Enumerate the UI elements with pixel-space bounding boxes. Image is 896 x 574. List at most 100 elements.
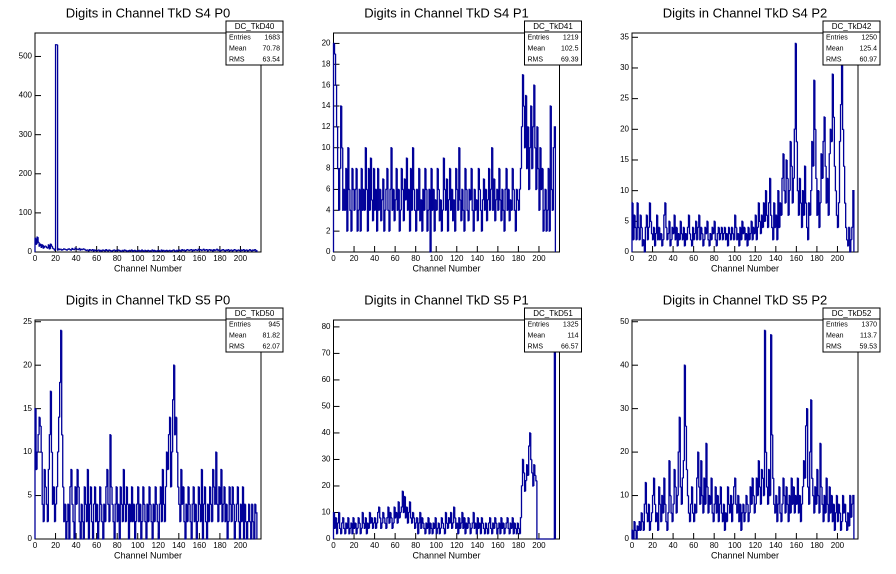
histogram-bin [391, 517, 394, 530]
histogram-bin [752, 478, 755, 497]
histogram-bin [434, 517, 437, 529]
histogram-bin [430, 167, 433, 252]
histogram-bin [511, 517, 514, 529]
x-tick-label: 200 [234, 254, 248, 263]
histogram-bin [356, 527, 359, 534]
histogram-bin [701, 460, 703, 497]
histogram-bin [524, 94, 527, 148]
x-tick-label: 200 [532, 254, 546, 263]
histogram-bin [99, 486, 101, 522]
histogram-bin [547, 167, 550, 211]
histogram-bin [837, 503, 840, 522]
x-tick-label: 100 [430, 541, 444, 550]
stats-label: Mean [826, 45, 844, 52]
x-tick-label: 0 [33, 254, 38, 263]
histogram-bin [354, 188, 357, 211]
stats-title: DC_TkD52 [832, 309, 872, 318]
histogram-bin [228, 249, 231, 252]
histogram-bin [810, 190, 812, 216]
histogram-bin [807, 408, 809, 488]
stats-title: DC_TkD50 [235, 309, 275, 318]
histogram-bin [421, 517, 423, 529]
x-tick-label: 40 [669, 254, 678, 263]
histogram-bin [399, 511, 402, 518]
y-tick-label: 40 [322, 428, 331, 437]
histogram-bin [835, 190, 838, 216]
histogram-bin [502, 189, 505, 211]
histogram-bin [499, 168, 501, 201]
histogram-bin [406, 158, 409, 211]
x-tick-label: 40 [669, 541, 678, 550]
histogram-bin [43, 468, 46, 522]
x-tick-label: 100 [728, 254, 742, 263]
histogram-bin [72, 504, 75, 523]
x-tick-label: 80 [710, 541, 719, 550]
histogram-bin [436, 527, 439, 534]
y-tick-label: 0 [326, 247, 331, 256]
histogram-bin [235, 250, 238, 252]
histogram-bin [714, 486, 717, 505]
histogram-bin [683, 227, 686, 247]
histogram-bin [150, 504, 153, 523]
x-tick-label: 160 [193, 541, 207, 550]
x-tick-label: 60 [689, 541, 698, 550]
histogram-bin [443, 158, 446, 191]
y-tick-label: 5 [625, 216, 630, 225]
histogram-bin [249, 504, 251, 523]
histogram-bin [464, 167, 467, 232]
x-tick-label: 140 [769, 254, 783, 263]
x-tick-label: 20 [51, 254, 60, 263]
histogram-bin [707, 221, 710, 241]
histogram-bin [839, 104, 842, 142]
histogram-bin [785, 159, 788, 203]
histogram-bin [487, 522, 490, 534]
histogram-bin [414, 517, 416, 530]
x-tick-label: 80 [710, 254, 719, 263]
histogram-bin [696, 477, 698, 513]
histogram-bin [334, 517, 337, 529]
histogram-bin [723, 504, 726, 531]
histogram-bin [416, 517, 418, 524]
histogram-bin [752, 226, 755, 240]
histogram-bin [833, 504, 836, 531]
stats-label: RMS [528, 343, 544, 350]
histogram-bin [387, 168, 389, 211]
histogram-bin [769, 469, 771, 497]
x-axis-label: Channel Number [412, 263, 480, 273]
histogram-bin [430, 523, 433, 530]
histogram-bin [234, 520, 237, 539]
x-tick-label: 120 [749, 254, 763, 263]
y-tick-label: 30 [322, 455, 331, 464]
histogram-bin [246, 520, 249, 539]
histogram-bin [698, 214, 700, 228]
histogram-bin [182, 486, 184, 505]
histogram-bin [828, 486, 831, 522]
histogram-bin [682, 460, 685, 479]
histogram-bin [372, 522, 375, 529]
histogram-bin [640, 215, 643, 229]
x-tick-label: 160 [491, 254, 505, 263]
histogram-bin [38, 242, 41, 247]
y-tick-label: 40 [620, 360, 629, 369]
histogram-bin [522, 459, 525, 474]
histogram-bin [61, 330, 63, 436]
histogram-bin [185, 503, 188, 539]
histogram-bin [408, 501, 411, 513]
stats-label: Mean [229, 332, 247, 339]
histogram-bin [528, 126, 530, 191]
histogram-bin [817, 469, 819, 497]
histogram-bin [697, 451, 699, 479]
histogram-bin [824, 117, 827, 167]
x-tick-label: 60 [92, 541, 101, 550]
histogram-bin [711, 478, 714, 514]
y-tick-label: 25 [23, 317, 32, 326]
y-tick-label: 35 [620, 32, 629, 41]
histogram-bin [349, 189, 351, 211]
histogram-bin [431, 168, 434, 211]
histogram-bin [490, 188, 492, 211]
histogram-bin [774, 504, 776, 514]
histogram-bin [641, 512, 644, 523]
x-tick-label: 40 [72, 541, 81, 550]
histogram-bin [137, 486, 139, 505]
y-tick-label: 10 [23, 447, 32, 456]
